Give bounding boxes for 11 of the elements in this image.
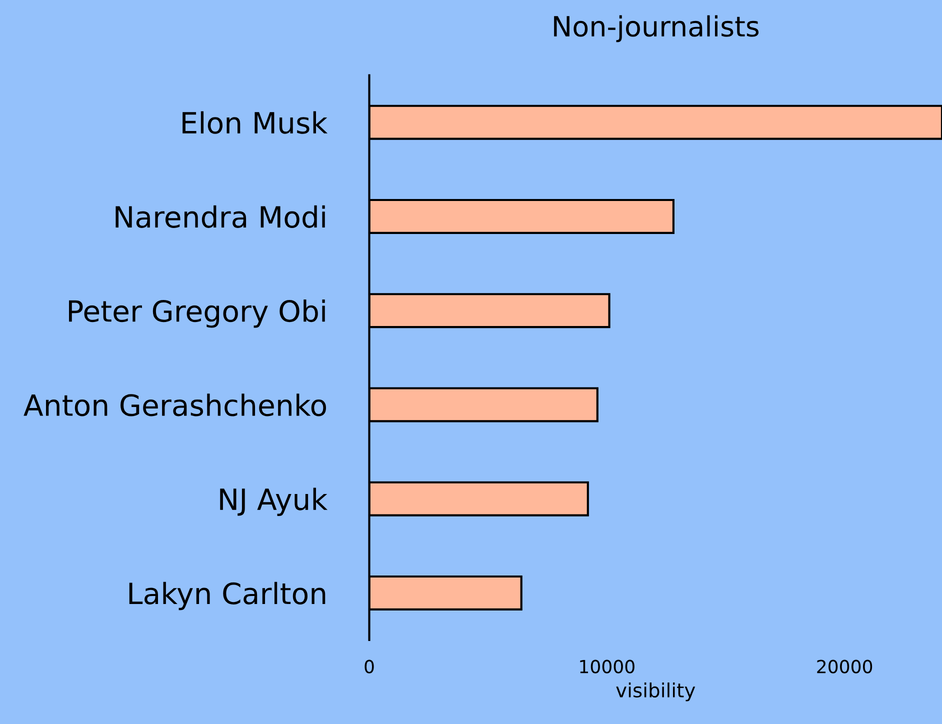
x-tick-label: 20000: [817, 660, 872, 674]
y-tick-label: Narendra Modi: [116, 205, 325, 228]
y-tick-label: Elon Musk: [182, 111, 328, 134]
x-tick-label: 10000: [580, 660, 634, 674]
y-tick-label: Anton Gerashchenko: [24, 394, 326, 416]
y-tick-label: Lakyn Carlton: [129, 582, 326, 610]
x-axis-title: visibility: [616, 682, 696, 702]
y-tick-label: NJ Ayuk: [220, 488, 328, 516]
chart-title: Non-journalists: [554, 15, 759, 42]
x-tick-label: 0: [364, 660, 374, 674]
y-tick-label: Peter Gregory Obi: [69, 300, 325, 328]
